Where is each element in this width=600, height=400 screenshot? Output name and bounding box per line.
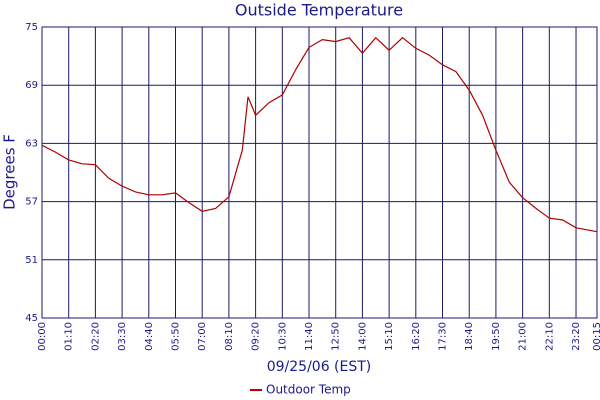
x-tick-label: 08:10 [224, 322, 235, 351]
x-tick-label: 04:40 [144, 322, 155, 351]
x-tick-label: 01:10 [64, 322, 75, 351]
x-tick-label: 15:10 [384, 322, 395, 351]
data-line [41, 36, 598, 233]
plot-frame [41, 26, 598, 319]
x-tick-label: 00:15 [592, 322, 600, 351]
x-tick-label: 14:00 [357, 322, 368, 351]
x-tick-label: 03:30 [117, 322, 128, 351]
y-tick-label: 69 [25, 80, 38, 91]
x-tick-label: 17:30 [438, 322, 449, 351]
chart-title: Outside Temperature [235, 1, 403, 20]
y-tick-label: 57 [25, 197, 38, 208]
x-axis-label: 09/25/06 (EST) [267, 359, 372, 375]
x-tick-label: 21:00 [518, 322, 529, 351]
x-tick-label: 23:20 [571, 322, 582, 351]
x-tick-label: 00:00 [37, 322, 48, 351]
x-tick-label: 12:50 [331, 322, 342, 351]
y-tick-label: 75 [25, 22, 38, 33]
x-tick-label: 10:30 [277, 322, 288, 351]
x-tick-label: 11:40 [304, 322, 315, 351]
legend-label: Outdoor Temp [266, 383, 351, 397]
x-tick-label: 09:20 [251, 322, 262, 351]
y-tick-label: 63 [25, 138, 38, 149]
x-tick-label: 16:20 [411, 322, 422, 351]
x-tick-label: 02:20 [90, 322, 101, 351]
x-tick-label: 07:00 [197, 322, 208, 351]
x-tick-label: 18:40 [464, 322, 475, 351]
y-axis-label: Degrees F [1, 134, 19, 210]
y-tick-label: 45 [25, 313, 38, 324]
x-tick-label: 22:10 [544, 322, 555, 351]
x-tick-label: 05:50 [171, 322, 182, 351]
y-tick-label: 51 [25, 255, 38, 266]
x-tick-label: 19:50 [491, 322, 502, 351]
